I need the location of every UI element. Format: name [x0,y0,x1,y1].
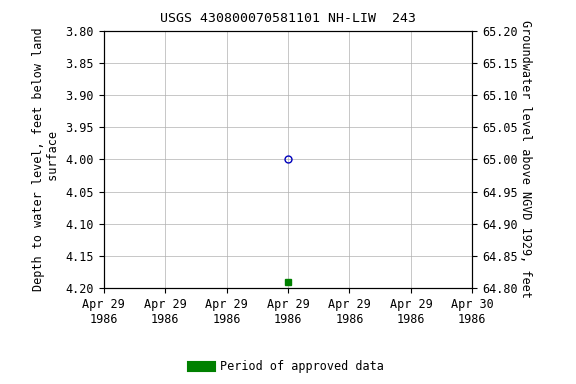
Y-axis label: Groundwater level above NGVD 1929, feet: Groundwater level above NGVD 1929, feet [518,20,532,298]
Y-axis label: Depth to water level, feet below land
 surface: Depth to water level, feet below land su… [32,28,60,291]
Title: USGS 430800070581101 NH-LIW  243: USGS 430800070581101 NH-LIW 243 [160,12,416,25]
Legend: Period of approved data: Period of approved data [188,356,388,378]
